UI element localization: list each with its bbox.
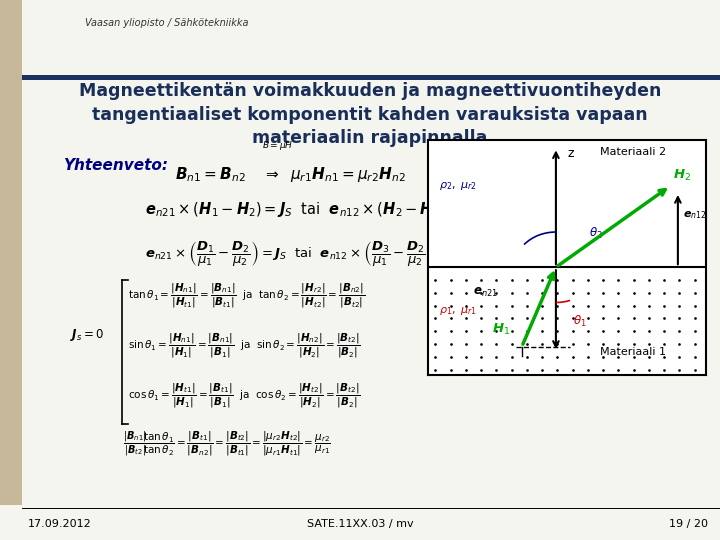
Text: $\boldsymbol{H}_1$: $\boldsymbol{H}_1$: [492, 322, 510, 338]
Text: $\boldsymbol{e}_{n21}\times\left(\dfrac{\boldsymbol{D}_1}{\mu_1} - \dfrac{\bolds: $\boldsymbol{e}_{n21}\times\left(\dfrac{…: [145, 240, 462, 269]
Text: Materiaali 2: Materiaali 2: [600, 147, 667, 158]
Text: Yhteenveto:: Yhteenveto:: [63, 158, 168, 173]
Text: $\boldsymbol{e}_{n12}$: $\boldsymbol{e}_{n12}$: [683, 210, 707, 221]
Text: $\boldsymbol{e}_{n21}$: $\boldsymbol{e}_{n21}$: [473, 286, 498, 299]
Text: 17.09.2012: 17.09.2012: [28, 519, 91, 529]
Text: $\sin\theta_1 = \dfrac{|\boldsymbol{H}_{n1}|}{|\boldsymbol{H}_1|} = \dfrac{|\bol: $\sin\theta_1 = \dfrac{|\boldsymbol{H}_{…: [128, 332, 361, 360]
Text: $\rho_2,\;\mu_{r2}$: $\rho_2,\;\mu_{r2}$: [439, 180, 477, 192]
Text: $\boldsymbol{B}_{n1} = \boldsymbol{B}_{n2}$: $\boldsymbol{B}_{n1} = \boldsymbol{B}_{n…: [175, 165, 246, 184]
Text: $\rho_1,\;\mu_{r1}$: $\rho_1,\;\mu_{r1}$: [439, 305, 477, 317]
Text: SATE.11XX.03 / mv: SATE.11XX.03 / mv: [307, 519, 413, 529]
Bar: [0, 508, 720, 540]
Text: $\cos\theta_1 = \dfrac{|\boldsymbol{H}_{t1}|}{|\boldsymbol{H}_1|} = \dfrac{|\bol: $\cos\theta_1 = \dfrac{|\boldsymbol{H}_{…: [128, 382, 361, 410]
Text: $B=\mu H$: $B=\mu H$: [262, 139, 294, 152]
Text: 19 / 20: 19 / 20: [669, 519, 708, 529]
Text: $\theta_1$: $\theta_1$: [572, 314, 586, 329]
Bar: [0, 0, 22, 505]
Text: $\boldsymbol{J}_s = 0$: $\boldsymbol{J}_s = 0$: [70, 327, 104, 343]
Text: Magneettikentän voimakkuuden ja magneettivuontiheyden
tangentiaaliset komponenti: Magneettikentän voimakkuuden ja magneett…: [78, 82, 661, 147]
Text: Vaasan yliopisto / Sähkötekniikka: Vaasan yliopisto / Sähkötekniikka: [85, 18, 248, 28]
Text: $\Rightarrow$: $\Rightarrow$: [263, 165, 280, 180]
Text: $\boldsymbol{e}_{n21}\times\left(\boldsymbol{H}_1 - \boldsymbol{H}_2\right) = \b: $\boldsymbol{e}_{n21}\times\left(\boldsy…: [145, 200, 477, 219]
Bar: [22, 75, 720, 80]
Bar: [428, 267, 706, 375]
Text: $\dfrac{\tan\theta_1}{\tan\theta_2} = \dfrac{|\boldsymbol{B}_{t1}|}{|\boldsymbol: $\dfrac{\tan\theta_1}{\tan\theta_2} = \d…: [143, 430, 331, 458]
Text: $\dfrac{|\boldsymbol{B}_{n1}|}{|\boldsymbol{B}_{t2}|}$: $\dfrac{|\boldsymbol{B}_{n1}|}{|\boldsym…: [123, 430, 148, 458]
Text: $\mu_{r1}\boldsymbol{H}_{n1} = \mu_{r2}\boldsymbol{H}_{n2}$: $\mu_{r1}\boldsymbol{H}_{n1} = \mu_{r2}\…: [290, 165, 406, 184]
Text: Materiaali 1: Materiaali 1: [600, 347, 666, 357]
Text: z: z: [567, 147, 574, 160]
Text: $\boldsymbol{H}_2$: $\boldsymbol{H}_2$: [673, 168, 691, 184]
Text: $\tan\theta_1 = \dfrac{|\boldsymbol{H}_{n1}|}{|\boldsymbol{H}_{t1}|} = \dfrac{|\: $\tan\theta_1 = \dfrac{|\boldsymbol{H}_{…: [128, 282, 365, 310]
Text: $\theta_2$: $\theta_2$: [589, 226, 603, 241]
